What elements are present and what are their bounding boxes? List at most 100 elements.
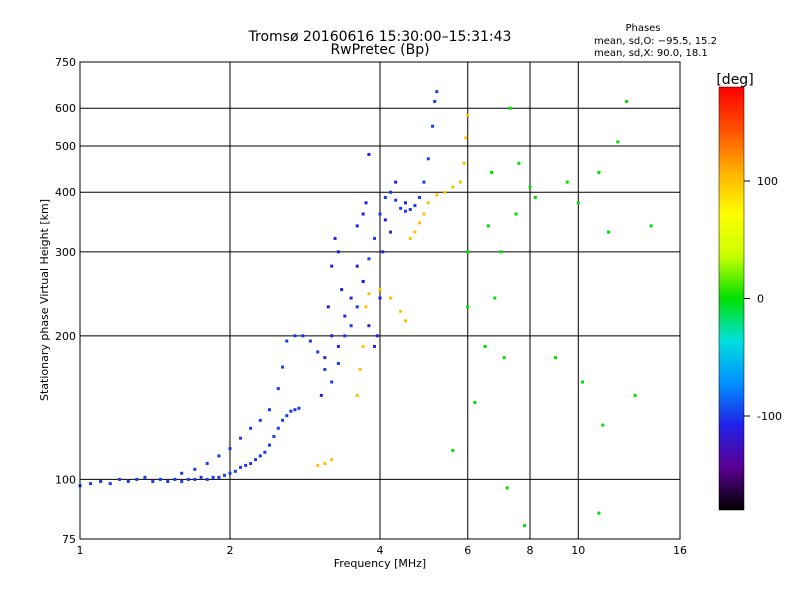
- data-point: [464, 136, 468, 140]
- data-point: [413, 230, 417, 234]
- data-point: [383, 195, 387, 199]
- data-point: [316, 350, 320, 354]
- data-point: [367, 324, 371, 328]
- data-point: [565, 180, 569, 184]
- data-point: [193, 477, 197, 481]
- data-point: [89, 482, 93, 486]
- data-point: [616, 140, 620, 144]
- y-axis-ticks: 75 100 200 300 400 500 600 750: [55, 56, 76, 546]
- data-point: [205, 477, 209, 481]
- data-point: [361, 279, 365, 283]
- colorbar-tick-label: -100: [757, 410, 782, 423]
- data-point: [166, 479, 170, 483]
- data-point: [340, 288, 344, 292]
- data-point: [576, 201, 580, 205]
- y-axis-label: Stationary phase Virtual Height [km]: [38, 199, 51, 401]
- data-point: [249, 461, 253, 465]
- data-point: [297, 406, 301, 410]
- data-points: [78, 90, 653, 528]
- data-point: [233, 469, 237, 473]
- data-point: [383, 218, 387, 222]
- data-point: [193, 467, 197, 471]
- x-axis-ticks: 1 2 4 6 8 10 16: [77, 544, 688, 557]
- data-point: [607, 230, 611, 234]
- data-point: [258, 454, 262, 458]
- y-tick-label: 500: [55, 140, 76, 153]
- data-point: [375, 334, 379, 338]
- data-point: [326, 305, 330, 309]
- data-point: [473, 400, 477, 404]
- data-point: [483, 344, 487, 348]
- chart-title: Tromsø 20160616 15:30:00–15:31:43: [248, 29, 512, 45]
- data-point: [355, 224, 359, 228]
- data-point: [597, 511, 601, 515]
- y-tick-label: 200: [55, 330, 76, 343]
- data-point: [435, 193, 439, 197]
- data-point: [422, 180, 426, 184]
- data-point: [281, 365, 285, 369]
- data-point: [281, 418, 285, 422]
- data-point: [528, 185, 532, 189]
- data-point: [408, 236, 412, 240]
- data-point: [413, 204, 417, 208]
- data-point: [523, 524, 527, 528]
- data-point: [490, 170, 494, 174]
- data-point: [276, 387, 280, 391]
- data-point: [211, 475, 215, 479]
- data-point: [633, 393, 637, 397]
- colorbar: [718, 86, 745, 511]
- data-point: [355, 393, 359, 397]
- data-point: [349, 324, 353, 328]
- chart-subtitle: RwPretec (Bp): [330, 42, 429, 58]
- stats-line-x: mean, sd,X: 90.0, 18.1: [594, 48, 708, 59]
- x-tick-label: 10: [571, 544, 585, 557]
- data-point: [180, 471, 184, 475]
- data-point: [389, 230, 393, 234]
- data-point: [355, 305, 359, 309]
- data-point: [417, 195, 421, 199]
- data-point: [373, 344, 377, 348]
- data-point: [316, 463, 320, 467]
- data-point: [323, 356, 327, 360]
- data-point: [361, 344, 365, 348]
- data-point: [381, 250, 385, 254]
- data-point: [336, 250, 340, 254]
- data-point: [358, 367, 362, 371]
- stats-header: Phases: [625, 23, 660, 34]
- data-point: [389, 190, 393, 194]
- data-point: [499, 250, 503, 254]
- data-point: [249, 426, 253, 430]
- data-point: [403, 201, 407, 205]
- data-point: [228, 471, 232, 475]
- x-tick-label: 1: [77, 544, 84, 557]
- data-point: [361, 212, 365, 216]
- y-tick-label: 75: [62, 533, 76, 546]
- data-point: [389, 296, 393, 300]
- data-point: [143, 475, 147, 479]
- data-point: [364, 305, 368, 309]
- data-point: [426, 157, 430, 161]
- data-point: [601, 423, 605, 427]
- data-point: [367, 257, 371, 261]
- data-point: [117, 477, 121, 481]
- data-point: [343, 334, 347, 338]
- data-point: [276, 426, 280, 430]
- data-point: [343, 314, 347, 318]
- data-point: [126, 479, 130, 483]
- x-tick-label: 8: [527, 544, 534, 557]
- data-point: [364, 201, 368, 205]
- x-tick-label: 6: [464, 544, 471, 557]
- data-point: [399, 309, 403, 313]
- data-point: [323, 367, 327, 371]
- stats-line-o: mean, sd,O: −95.5, 15.2: [594, 36, 717, 47]
- data-point: [293, 334, 297, 338]
- data-point: [553, 356, 557, 360]
- data-point: [403, 319, 407, 323]
- data-point: [330, 458, 334, 462]
- y-tick-label: 600: [55, 102, 76, 115]
- data-point: [99, 479, 103, 483]
- data-point: [217, 475, 221, 479]
- data-point: [258, 418, 262, 422]
- data-point: [108, 482, 112, 486]
